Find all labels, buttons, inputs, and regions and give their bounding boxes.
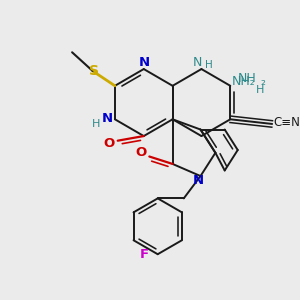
Text: F: F (140, 248, 149, 261)
Text: O: O (135, 146, 147, 159)
Text: NH₂: NH₂ (231, 75, 255, 88)
Text: H: H (205, 60, 213, 70)
Text: N: N (193, 174, 204, 187)
Text: ₂: ₂ (260, 75, 266, 88)
Text: N: N (139, 56, 150, 69)
Text: N: N (193, 56, 202, 69)
Text: O: O (104, 137, 115, 150)
Text: S: S (88, 64, 98, 78)
Text: N: N (102, 112, 113, 125)
Text: C≡N: C≡N (274, 116, 300, 129)
Text: H: H (256, 85, 264, 94)
Text: NH: NH (238, 72, 256, 85)
Text: H: H (92, 119, 100, 129)
